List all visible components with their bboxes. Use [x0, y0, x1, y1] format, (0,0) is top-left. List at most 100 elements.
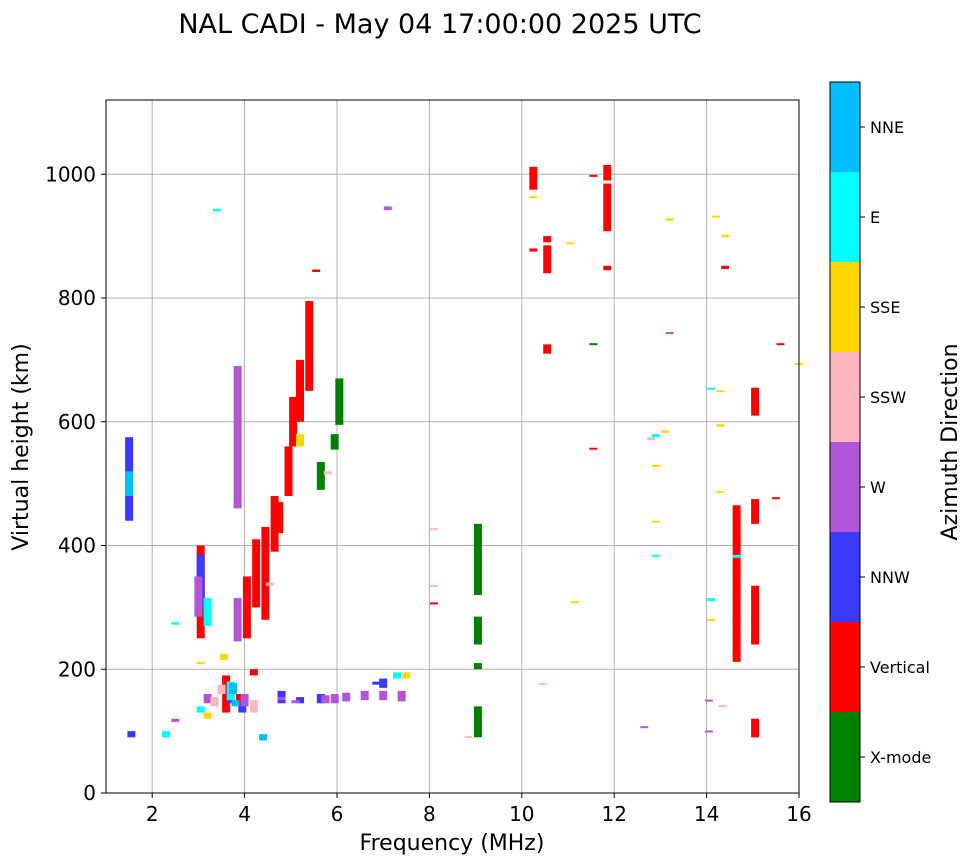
echo-ssw [430, 585, 439, 588]
echo-sse [529, 195, 538, 198]
echo-w [360, 690, 369, 701]
colorbar-swatch-nnw [830, 532, 860, 622]
colorbar-swatch-vertical [830, 622, 860, 712]
echo-x-mode [335, 378, 344, 425]
echo-sse [716, 424, 725, 427]
echo-sse [665, 218, 674, 221]
x-tick-label: 4 [238, 802, 251, 826]
echo-vertical [589, 447, 598, 450]
echo-x-mode [473, 523, 482, 595]
y-axis-label: Virtual height (km) [9, 343, 34, 550]
echo-w [277, 697, 286, 701]
echo-w [194, 576, 203, 617]
echo-x-mode [473, 616, 482, 645]
colorbar-swatch-w [830, 442, 860, 532]
echo-nnw [127, 731, 136, 738]
colorbar-label: E [870, 208, 880, 227]
echo-ssw [323, 471, 332, 475]
echo-w [171, 718, 180, 722]
echo-ssw [249, 700, 258, 713]
echo-nnw [372, 681, 381, 685]
echo-vertical [252, 539, 261, 608]
echo-vertical [771, 497, 780, 500]
echo-ssw [718, 705, 727, 708]
x-tick-label: 6 [331, 802, 344, 826]
echo-vertical [751, 718, 760, 738]
echo-sse [651, 465, 660, 468]
echo-vertical [222, 675, 231, 713]
echo-vertical [543, 344, 552, 354]
y-tick-label: 200 [58, 657, 96, 681]
colorbar-label: NNW [870, 568, 910, 587]
y-tick-label: 1000 [45, 162, 96, 186]
colorbar-label: W [870, 478, 886, 497]
colorbar-label: SSE [870, 298, 900, 317]
echo-sse [296, 434, 305, 447]
echo-e [732, 554, 741, 558]
echo-vertical [751, 585, 760, 645]
echo-nne [229, 682, 238, 694]
echo-vertical [284, 446, 293, 496]
echo-w [397, 690, 406, 702]
echo-w [233, 598, 242, 642]
echo-vertical [732, 505, 741, 662]
echo-vertical [529, 248, 538, 252]
echo-vertical [430, 602, 439, 605]
echo-vertical [270, 496, 279, 552]
echo-x-mode [330, 434, 339, 450]
echo-x-mode [473, 706, 482, 738]
chart-title: NAL CADI - May 04 17:00:00 2025 UTC [178, 9, 701, 40]
echo-e [171, 622, 180, 625]
echo-vertical [721, 265, 730, 269]
echo-x-mode [473, 663, 482, 670]
echo-ssw [464, 736, 473, 739]
plot-frame [105, 99, 800, 794]
echo-sse [707, 619, 716, 622]
x-tick-label: 12 [601, 802, 626, 826]
colorbar-label: NNE [870, 118, 904, 137]
echo-vertical [312, 269, 321, 273]
echo-vertical [776, 343, 785, 346]
echo-vertical [751, 387, 760, 416]
echo-sse [219, 653, 228, 660]
x-axis-ticks: 2 4 6 8 10 12 14 16 [146, 793, 812, 826]
echo-e [707, 598, 716, 602]
echo-w [640, 726, 649, 729]
echo-w [330, 694, 339, 704]
echo-e [651, 434, 660, 438]
echo-w [240, 694, 249, 707]
colorbar-swatch-e [830, 172, 860, 262]
echo-sse [196, 661, 205, 665]
echo-e [162, 731, 171, 738]
echo-w [321, 695, 330, 704]
echo-vertical [275, 502, 284, 534]
echo-ssw [217, 684, 226, 694]
grid-lines [106, 100, 800, 794]
echo-sse [402, 672, 411, 679]
echo-vertical [603, 183, 612, 232]
echo-vertical [296, 359, 305, 422]
echo-ssw [538, 682, 547, 685]
colorbar-swatch-nne [830, 82, 860, 172]
echo-x-mode [316, 461, 325, 490]
echo-w [704, 699, 713, 702]
y-tick-label: 600 [58, 410, 96, 434]
colorbar-frame [829, 81, 861, 803]
colorbar-swatch-sse [830, 262, 860, 352]
echo-sse [721, 234, 730, 238]
echo-sse [651, 520, 660, 523]
colorbar-swatch-x-mode [830, 712, 860, 802]
y-axis-ticks: 0 200 400 600 800 1000 [45, 162, 106, 805]
echo-e [393, 672, 402, 679]
x-tick-label: 8 [423, 802, 436, 826]
x-tick-label: 10 [509, 802, 534, 826]
echo-w [291, 700, 300, 704]
echo-nne [259, 734, 268, 741]
echo-sse [661, 430, 670, 433]
echo-w [704, 730, 713, 733]
echo-nne [231, 700, 240, 707]
y-tick-label: 400 [58, 534, 96, 558]
x-axis-label: Frequency (MHz) [360, 831, 545, 856]
echo-nnw [296, 697, 305, 704]
y-tick-label: 800 [58, 286, 96, 310]
